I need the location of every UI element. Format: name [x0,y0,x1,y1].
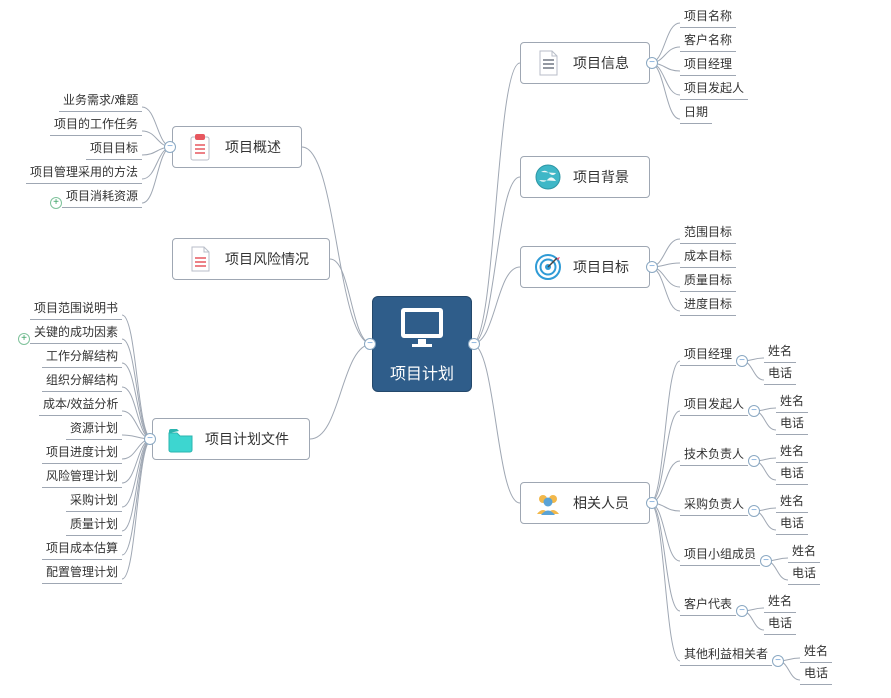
leaf[interactable]: 成本/效益分析 [39,393,122,416]
leaf[interactable]: 项目进度计划 [42,441,122,464]
leaf[interactable]: 进度目标 [680,293,736,316]
sub-leaf[interactable]: 姓名 [776,490,808,513]
leaf[interactable]: 资源计划 [66,417,122,440]
leaf[interactable]: 项目经理 [680,53,736,76]
branch-label: 项目概述 [225,137,281,157]
sub-leaf[interactable]: 姓名 [764,590,796,613]
root-label: 项目计划 [390,360,454,384]
sub-leaf[interactable]: 姓名 [764,340,796,363]
leaf[interactable]: 客户代表 [680,593,736,616]
leaf[interactable]: 客户名称 [680,29,736,52]
leaf[interactable]: 项目名称 [680,5,736,28]
leaf[interactable]: 项目发起人 [680,77,748,100]
leaf[interactable]: 项目管理采用的方法 [26,161,142,184]
sub-leaf[interactable]: 姓名 [776,390,808,413]
sub-leaf[interactable]: 电话 [764,612,796,635]
doc-lines2-icon [533,48,563,78]
leaf[interactable]: 风险管理计划 [42,465,122,488]
leaf[interactable]: 工作分解结构 [42,345,122,368]
sub-leaf[interactable]: 电话 [788,562,820,585]
sub-leaf[interactable]: 电话 [764,362,796,385]
branch-label: 项目背景 [573,167,629,187]
leaf[interactable]: 项目成本估算 [42,537,122,560]
leaf[interactable]: 质量计划 [66,513,122,536]
collapse-icon[interactable]: − [646,497,658,509]
globe-icon [533,162,563,192]
branch-info[interactable]: 项目信息 [520,42,650,84]
clipboard-icon [185,132,215,162]
leaf[interactable]: 质量目标 [680,269,736,292]
leaf[interactable]: 业务需求/难题 [59,89,142,112]
leaf[interactable]: 技术负责人 [680,443,748,466]
leaf[interactable]: 项目范围说明书 [30,297,122,320]
branch-label: 项目信息 [573,53,629,73]
collapse-icon[interactable]: − [748,455,760,467]
doc-lines-icon [185,244,215,274]
collapse-icon[interactable]: − [468,338,480,350]
branch-risk[interactable]: 项目风险情况 [172,238,330,280]
folder-icon [165,424,195,454]
sub-leaf[interactable]: 电话 [776,462,808,485]
leaf[interactable]: 关键的成功因素 [30,321,122,344]
branch-label: 项目目标 [573,257,629,277]
sub-leaf[interactable]: 电话 [800,662,832,685]
sub-leaf[interactable]: 姓名 [788,540,820,563]
expand-icon[interactable]: + [18,333,30,345]
branch-overview[interactable]: 项目概述 [172,126,302,168]
leaf[interactable]: 组织分解结构 [42,369,122,392]
collapse-icon[interactable]: − [164,141,176,153]
leaf[interactable]: 项目发起人 [680,393,748,416]
branch-people[interactable]: 相关人员 [520,482,650,524]
sub-leaf[interactable]: 姓名 [800,640,832,663]
collapse-icon[interactable]: − [364,338,376,350]
branch-label: 项目风险情况 [225,249,309,269]
leaf[interactable]: 成本目标 [680,245,736,268]
leaf[interactable]: 项目小组成员 [680,543,760,566]
sub-leaf[interactable]: 姓名 [776,440,808,463]
collapse-icon[interactable]: − [646,261,658,273]
collapse-icon[interactable]: − [772,655,784,667]
leaf[interactable]: 其他利益相关者 [680,643,772,666]
target-icon [533,252,563,282]
branch-bg[interactable]: 项目背景 [520,156,650,198]
leaf[interactable]: 项目的工作任务 [50,113,142,136]
monitor-icon [398,305,446,354]
sub-leaf[interactable]: 电话 [776,412,808,435]
collapse-icon[interactable]: − [748,505,760,517]
branch-label: 相关人员 [573,493,629,513]
branch-goal[interactable]: 项目目标 [520,246,650,288]
leaf[interactable]: 配置管理计划 [42,561,122,584]
leaf[interactable]: 采购计划 [66,489,122,512]
collapse-icon[interactable]: − [736,605,748,617]
collapse-icon[interactable]: − [736,355,748,367]
leaf[interactable]: 采购负责人 [680,493,748,516]
leaf[interactable]: 项目目标 [86,137,142,160]
collapse-icon[interactable]: − [760,555,772,567]
collapse-icon[interactable]: − [646,57,658,69]
leaf[interactable]: 项目消耗资源 [62,185,142,208]
leaf[interactable]: 范围目标 [680,221,736,244]
leaf[interactable]: 日期 [680,101,712,124]
sub-leaf[interactable]: 电话 [776,512,808,535]
branch-docs[interactable]: 项目计划文件 [152,418,310,460]
people-icon [533,488,563,518]
expand-icon[interactable]: + [50,197,62,209]
collapse-icon[interactable]: − [748,405,760,417]
root-node[interactable]: 项目计划 [372,296,472,392]
collapse-icon[interactable]: − [144,433,156,445]
leaf[interactable]: 项目经理 [680,343,736,366]
branch-label: 项目计划文件 [205,429,289,449]
